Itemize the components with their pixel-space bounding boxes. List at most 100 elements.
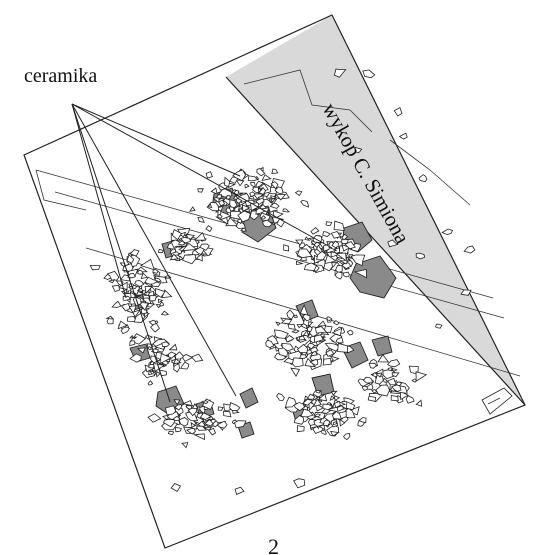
- sherd: [344, 240, 357, 250]
- leader-line-5: [71, 103, 127, 299]
- sherd: [382, 377, 389, 383]
- sherd: [252, 186, 260, 194]
- sherd: [298, 335, 306, 341]
- sherd: [190, 353, 204, 362]
- sherd: [387, 367, 393, 372]
- sherd: [295, 239, 304, 246]
- sherd: [284, 396, 297, 408]
- sherd: [391, 372, 400, 378]
- sherd: [375, 384, 390, 397]
- sherd: [181, 242, 198, 252]
- section-line-2: [54, 191, 505, 319]
- sherd: [148, 319, 157, 326]
- sherd: [229, 176, 239, 184]
- sherd: [157, 249, 164, 254]
- sherd: [367, 395, 377, 402]
- sherd: [136, 347, 147, 354]
- sherd: [293, 415, 305, 425]
- sherd: [312, 398, 322, 407]
- sherd: [293, 314, 298, 318]
- sherd: [205, 225, 213, 233]
- sherd: [326, 316, 333, 322]
- sherd: [233, 190, 240, 196]
- sherd: [329, 430, 340, 437]
- sherd-scatter: [89, 68, 476, 495]
- sherd: [390, 395, 399, 402]
- sherd: [280, 318, 293, 325]
- sherd: [129, 340, 136, 347]
- sherd: [229, 402, 241, 411]
- sherd: [207, 203, 213, 209]
- sherd: [244, 183, 250, 189]
- sherd: [255, 180, 264, 189]
- leader-line-1: [71, 103, 241, 177]
- sherd: [275, 193, 287, 201]
- sherd: [418, 174, 428, 183]
- sherd: [194, 425, 207, 431]
- sherd: [441, 228, 454, 235]
- sherd: [393, 107, 403, 117]
- sherd: [173, 399, 181, 406]
- sherd: [179, 231, 187, 238]
- sherd: [160, 310, 170, 316]
- sherd: [330, 251, 343, 258]
- sherd: [375, 372, 383, 378]
- sherd: [174, 351, 184, 360]
- sherd: [332, 410, 342, 420]
- sherd: [147, 290, 155, 297]
- sherd: [350, 254, 366, 267]
- sherd: [180, 361, 190, 370]
- sherd: [148, 363, 155, 369]
- sherd: [337, 342, 349, 353]
- sherd: [377, 354, 390, 363]
- sherd: [331, 327, 343, 337]
- sherd: [334, 271, 343, 280]
- sherd: [354, 146, 363, 154]
- sherd: [333, 220, 345, 231]
- sherd: [208, 427, 217, 436]
- sherd: [127, 273, 136, 279]
- sherd: [203, 419, 214, 427]
- sherd: [188, 206, 196, 212]
- sherd: [173, 363, 180, 373]
- sherd: [313, 413, 321, 418]
- sherd: [322, 358, 332, 366]
- sherd: [217, 406, 224, 411]
- trench-edge-line: [225, 76, 526, 406]
- sherd: [144, 276, 159, 285]
- sherd: [105, 315, 114, 320]
- sherd: [170, 239, 183, 249]
- sherd: [159, 353, 172, 365]
- sherd: [170, 483, 182, 493]
- sherd: [200, 400, 209, 405]
- sherd: [212, 420, 219, 428]
- sherd: [318, 424, 326, 431]
- sherd: [111, 284, 120, 292]
- sherd: [137, 269, 144, 275]
- sherd: [286, 309, 295, 320]
- sherd: [358, 416, 367, 424]
- sherd: [283, 244, 290, 252]
- sherd: [341, 262, 352, 270]
- sherd: [331, 390, 338, 396]
- sherd: [269, 202, 280, 209]
- sherd: [282, 208, 291, 213]
- sherd: [415, 399, 423, 407]
- sherd: [362, 69, 376, 79]
- sherd: [316, 250, 327, 261]
- sherd: [387, 377, 397, 386]
- sherd: [178, 416, 189, 427]
- sherd: [315, 326, 328, 334]
- sherd: [129, 334, 134, 339]
- sherd: [276, 392, 285, 401]
- sherd: [415, 371, 428, 382]
- sherd: [346, 329, 354, 336]
- sherd: [386, 359, 401, 368]
- sherd: [132, 336, 138, 340]
- sherd: [320, 408, 332, 414]
- sherd: [155, 303, 162, 309]
- sherd: [304, 262, 317, 272]
- sherd: [235, 197, 243, 204]
- sherd: [325, 221, 333, 227]
